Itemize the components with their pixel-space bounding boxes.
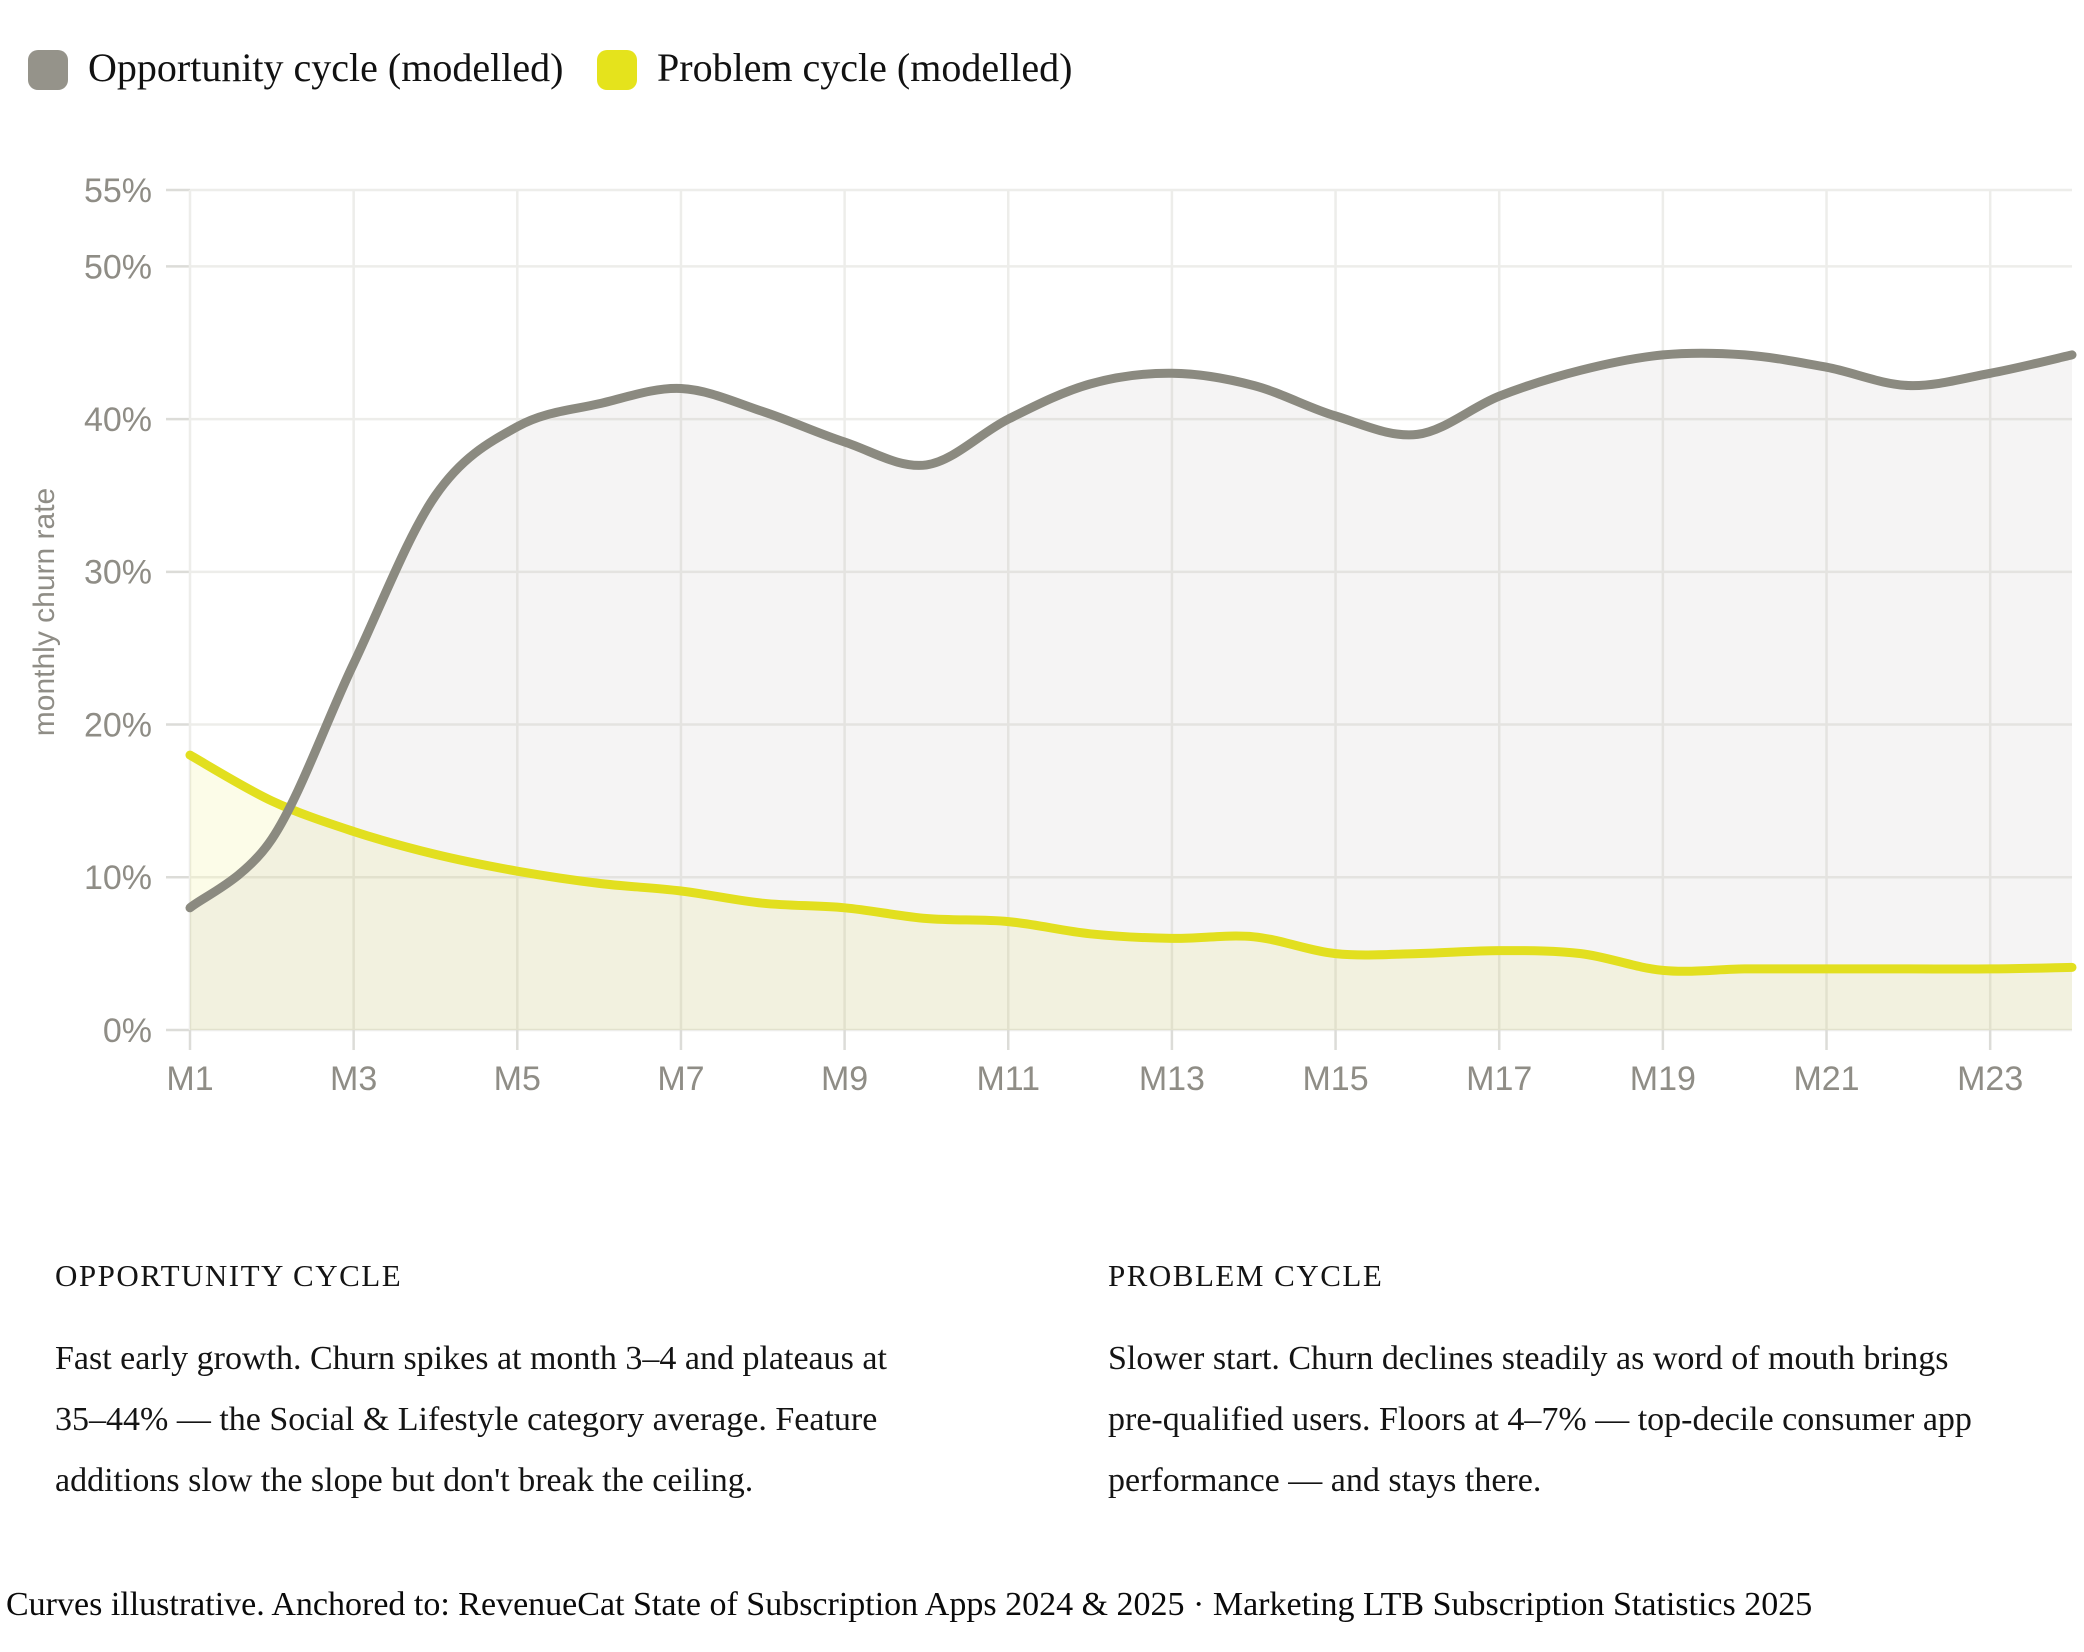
svg-text:40%: 40% <box>84 401 152 439</box>
opportunity-cycle-heading: OPPORTUNITY CYCLE <box>55 1258 403 1293</box>
svg-text:M7: M7 <box>657 1060 704 1098</box>
svg-text:M11: M11 <box>976 1060 1040 1098</box>
chart-legend: Opportunity cycle (modelled) Problem cyc… <box>0 46 2084 94</box>
svg-text:M5: M5 <box>494 1060 541 1098</box>
opportunity-swatch-icon <box>28 50 68 90</box>
svg-text:M17: M17 <box>1466 1060 1532 1098</box>
legend-label-problem: Problem cycle (modelled) <box>657 45 1073 90</box>
legend-item-problem: Problem cycle (modelled) <box>597 46 1072 94</box>
line-opportunity <box>185 348 2077 913</box>
line-problem <box>185 750 2077 976</box>
opportunity-cycle-text: Fast early growth. Churn spikes at month… <box>55 1340 887 1499</box>
svg-text:55%: 55% <box>84 172 152 210</box>
grid-lines <box>166 188 2072 1050</box>
problem-cycle-heading: PROBLEM CYCLE <box>1108 1258 1384 1293</box>
y-axis-title: monthly churn rate <box>28 488 61 736</box>
svg-text:0%: 0% <box>103 1012 152 1050</box>
svg-text:M21: M21 <box>1793 1060 1859 1098</box>
churn-chart: 0% 10% 20% 30% 40% 50% 55% M1 M3 M5 M7 M9 M11 M13 M15 M… <box>28 172 2077 1098</box>
svg-text:M19: M19 <box>1630 1060 1696 1098</box>
svg-text:M1: M1 <box>166 1060 213 1098</box>
svg-text:50%: 50% <box>84 248 152 286</box>
opportunity-cycle-panel: OPPORTUNITY CYCLE Fast early growth. Chu… <box>55 1258 985 1511</box>
svg-text:M13: M13 <box>1139 1060 1205 1098</box>
svg-text:M15: M15 <box>1302 1060 1368 1098</box>
series-lines <box>185 348 2077 976</box>
source-note: Curves illustrative. Anchored to: Revenu… <box>6 1586 1813 1623</box>
axis-labels: 0% 10% 20% 30% 40% 50% 55% M1 M3 M5 M7 M9 M11 M13 M15 M… <box>84 172 2023 1098</box>
svg-text:30%: 30% <box>84 554 152 592</box>
problem-cycle-text: Slower start. Churn declines steadily as… <box>1108 1340 1972 1499</box>
svg-text:M9: M9 <box>821 1060 868 1098</box>
svg-text:20%: 20% <box>84 706 152 744</box>
churn-chart-container: 0% 10% 20% 30% 40% 50% 55% M1 M3 M5 M7 M9 M11 M13 M15 M… <box>28 172 2077 1098</box>
problem-swatch-icon <box>597 50 637 90</box>
legend-label-opportunity: Opportunity cycle (modelled) <box>88 45 564 90</box>
problem-cycle-panel: PROBLEM CYCLE Slower start. Churn declin… <box>1108 1258 2048 1511</box>
svg-text:10%: 10% <box>84 859 152 897</box>
svg-text:M3: M3 <box>330 1060 377 1098</box>
area-opportunity <box>190 353 2072 1031</box>
legend-item-opportunity: Opportunity cycle (modelled) <box>28 46 563 94</box>
svg-text:M23: M23 <box>1957 1060 2023 1098</box>
